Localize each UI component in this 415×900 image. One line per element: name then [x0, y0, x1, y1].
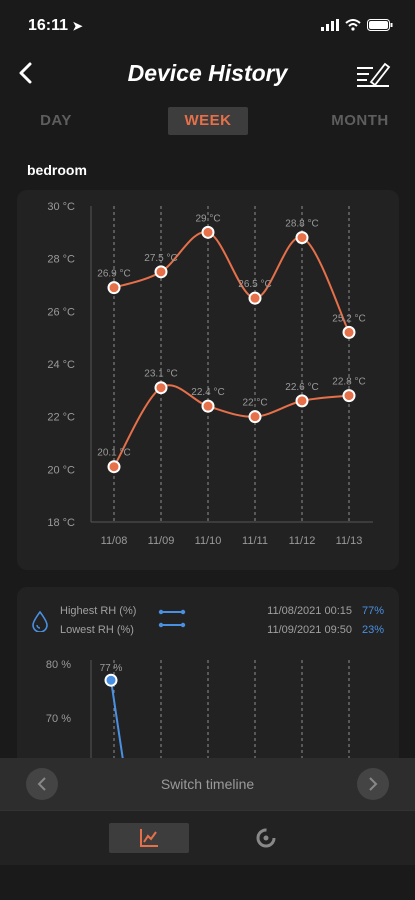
data-label: 28.8 °C: [285, 219, 318, 230]
series-line: [110, 680, 124, 760]
data-label: 25.2 °C: [332, 313, 365, 324]
data-label: 29 °C: [195, 213, 220, 224]
signal-icon: [321, 19, 339, 31]
temperature-chart: 30 °C 28 °C 26 °C 24 °C 22 °C 20 °C 18 °C 11/08…: [47, 201, 373, 547]
tab-gauge[interactable]: [226, 823, 306, 853]
data-label: 27.5 °C: [144, 253, 177, 264]
data-point: [295, 231, 309, 245]
next-timeline-button[interactable]: [357, 768, 389, 800]
series-line: [113, 231, 350, 333]
prev-timeline-button[interactable]: [26, 768, 58, 800]
y-tick-label: 70 %: [46, 713, 71, 725]
gauge-tab-icon: [256, 828, 276, 848]
status-icons: [321, 19, 393, 31]
y-tick-label: 18 °C: [47, 517, 75, 529]
lowest-rh-time: 11/09/2021 09:50: [267, 624, 352, 636]
data-point: [342, 389, 356, 403]
y-tick-label: 26 °C: [47, 306, 75, 318]
prev-icon: [37, 777, 46, 791]
data-point: [104, 673, 118, 687]
data-point: [154, 265, 168, 279]
data-label: 20.1 °C: [97, 448, 130, 459]
tab-chart[interactable]: [109, 823, 189, 853]
y-tick-label: 20 °C: [47, 464, 75, 476]
data-label: 22.6 °C: [285, 382, 318, 393]
data-label: 77 %: [100, 663, 123, 674]
page-title: Device History: [127, 60, 288, 86]
next-icon: [369, 777, 378, 791]
back-icon: [19, 62, 32, 84]
data-label: 22 °C: [242, 398, 267, 409]
data-point: [154, 381, 168, 395]
x-tick-label: 11/12: [289, 535, 316, 547]
data-point: [107, 460, 121, 474]
data-point: [248, 291, 262, 305]
series-line: [113, 384, 350, 468]
y-tick-label: 80 %: [46, 659, 71, 671]
droplet-icon: [32, 610, 48, 632]
data-label: 22.4 °C: [191, 387, 224, 398]
range-tabs: DAY WEEK MONTH: [0, 107, 415, 137]
x-tick-label: 11/08: [101, 535, 128, 547]
battery-icon: [367, 19, 393, 31]
bottom-tab-bar: [0, 810, 415, 865]
wifi-icon: [345, 19, 361, 31]
highest-rh-label: Highest RH (%): [60, 605, 137, 617]
y-tick-label: 24 °C: [47, 359, 75, 371]
data-label: 22.8 °C: [332, 377, 365, 388]
lowest-rh-label: Lowest RH (%): [60, 624, 134, 636]
y-tick-label: 28 °C: [47, 254, 75, 266]
data-point: [295, 394, 309, 408]
tab-day[interactable]: DAY: [40, 112, 72, 129]
edit-icon: [357, 62, 391, 87]
nav-bar: Device History: [0, 50, 415, 100]
status-time: 16:11 ➤: [28, 17, 83, 34]
legend-icon: [158, 609, 186, 628]
timeline-label: Switch timeline: [160, 776, 255, 792]
chart-tab-icon: [140, 829, 158, 847]
edit-button[interactable]: [355, 58, 393, 90]
data-point: [201, 399, 215, 413]
data-point: [201, 225, 215, 239]
data-point: [342, 325, 356, 339]
room-label: bedroom: [27, 162, 87, 178]
tab-week[interactable]: WEEK: [168, 107, 248, 135]
x-tick-label: 11/10: [195, 535, 222, 547]
timeline-bar: Switch timeline: [0, 758, 415, 810]
data-label: 23.1 °C: [144, 369, 177, 380]
data-label: 26.9 °C: [97, 269, 130, 280]
status-bar: 16:11 ➤: [0, 0, 415, 50]
data-point: [248, 410, 262, 424]
back-button[interactable]: [10, 56, 44, 90]
tab-month[interactable]: MONTH: [331, 112, 389, 129]
humidity-chart: 80 % 70 % 77 %: [46, 659, 350, 760]
x-tick-label: 11/13: [336, 535, 363, 547]
data-label: 26.5 °C: [238, 279, 271, 290]
highest-rh-value: 77%: [361, 605, 384, 617]
highest-rh-time: 11/08/2021 00:15: [267, 605, 352, 617]
x-tick-label: 11/09: [148, 535, 175, 547]
x-tick-label: 11/11: [242, 535, 268, 547]
y-tick-label: 30 °C: [47, 201, 75, 213]
data-point: [107, 281, 121, 295]
rh-legend: Highest RH (%) Lowest RH (%) 11/08/2021 …: [28, 602, 388, 642]
lowest-rh-value: 23%: [361, 624, 384, 636]
y-tick-label: 22 °C: [47, 412, 75, 424]
